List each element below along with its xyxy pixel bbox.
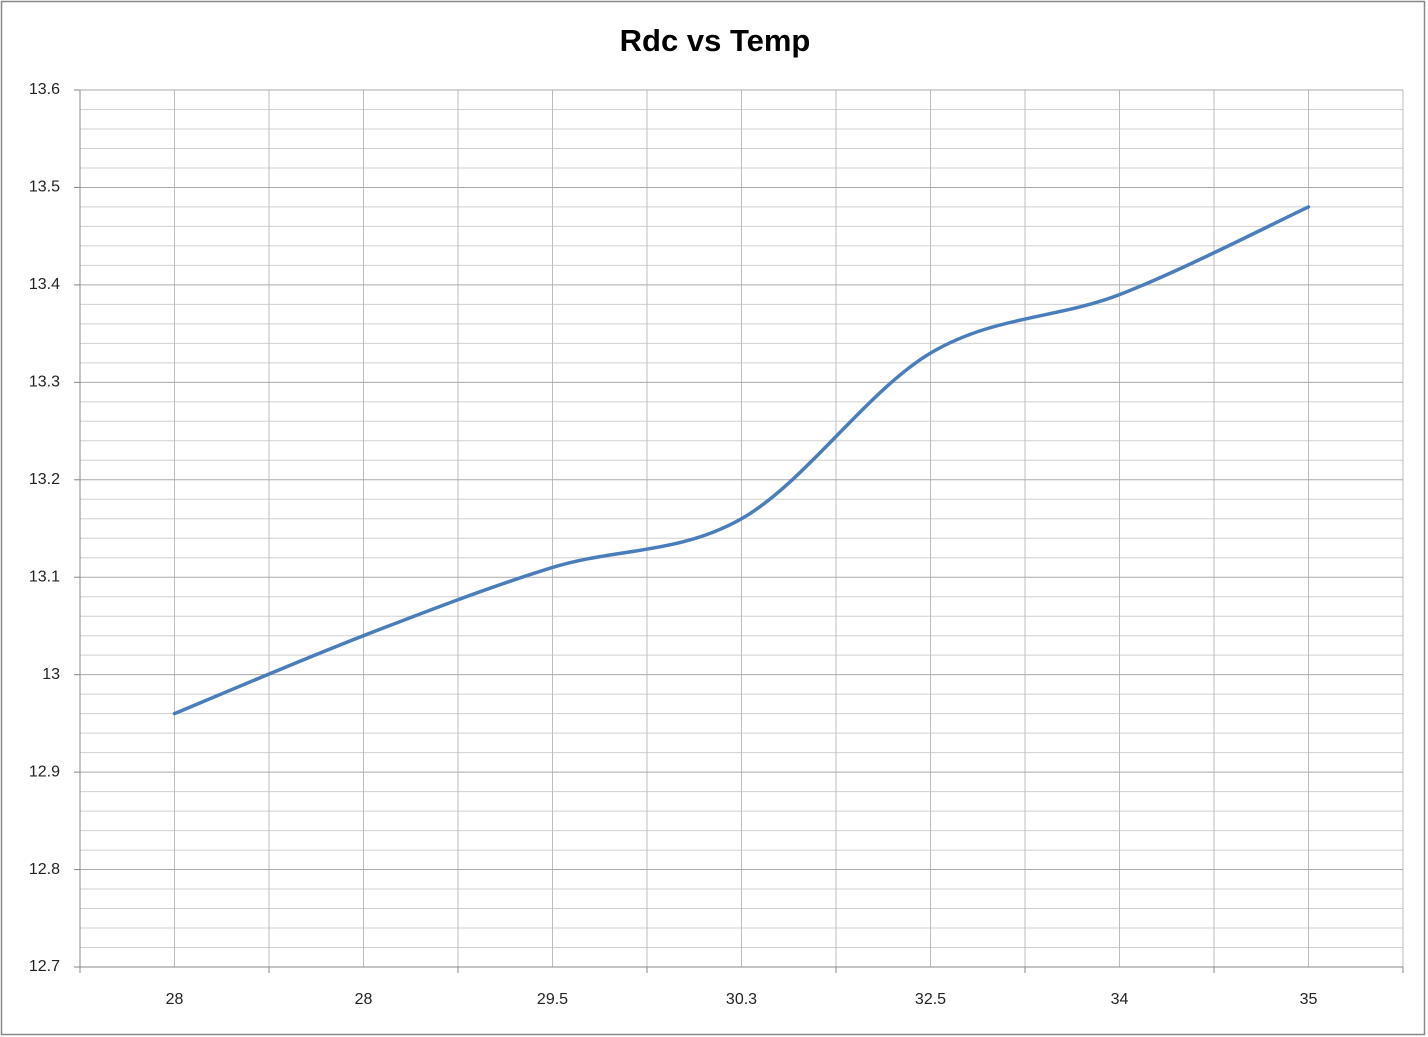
- y-tick-label: 13: [42, 666, 60, 683]
- y-tick-label: 13.5: [29, 179, 60, 196]
- x-tick-label: 35: [1300, 991, 1318, 1008]
- y-tick-label: 13.2: [29, 471, 60, 488]
- y-tick-label: 12.8: [29, 861, 60, 878]
- y-tick-label: 13.6: [29, 81, 60, 98]
- x-tick-label: 28: [355, 991, 373, 1008]
- x-tick-label: 28: [166, 991, 184, 1008]
- y-tick-label: 13.3: [29, 374, 60, 391]
- y-tick-label: 13.4: [29, 276, 60, 293]
- x-tick-label: 30.3: [726, 991, 757, 1008]
- x-tick-label: 34: [1111, 991, 1129, 1008]
- y-tick-label: 13.1: [29, 568, 60, 585]
- x-tick-label: 29.5: [537, 991, 568, 1008]
- x-tick-label: 32.5: [915, 991, 946, 1008]
- y-tick-label: 12.9: [29, 763, 60, 780]
- y-tick-label: 12.7: [29, 958, 60, 975]
- chart-title: Rdc vs Temp: [620, 23, 811, 58]
- data-line: [172, 205, 1311, 716]
